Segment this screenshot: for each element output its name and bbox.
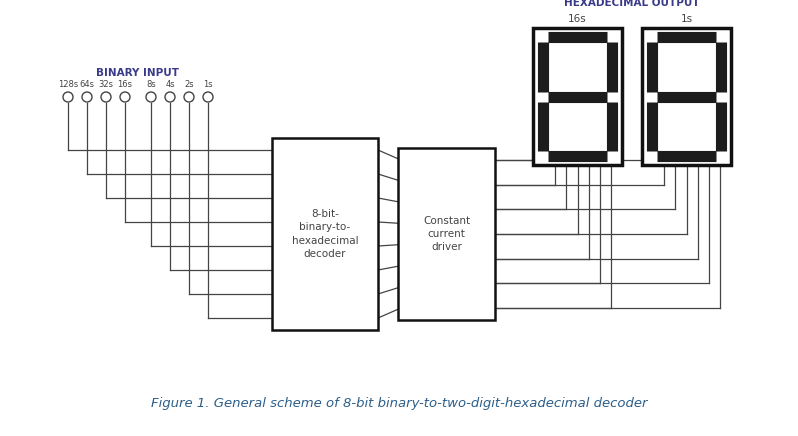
- Text: BINARY INPUT: BINARY INPUT: [97, 68, 180, 78]
- Text: 1s: 1s: [203, 80, 213, 89]
- Text: 1s: 1s: [681, 14, 693, 24]
- Text: Figure 1. General scheme of 8-bit binary-to-two-digit-hexadecimal decoder: Figure 1. General scheme of 8-bit binary…: [151, 397, 647, 410]
- Circle shape: [184, 92, 194, 102]
- Text: 64s: 64s: [80, 80, 94, 89]
- Circle shape: [63, 92, 73, 102]
- Circle shape: [165, 92, 175, 102]
- Text: Constant
current
driver: Constant current driver: [423, 216, 470, 252]
- Bar: [642, 28, 731, 165]
- Text: 128s: 128s: [58, 80, 78, 89]
- Text: 2s: 2s: [184, 80, 194, 89]
- Circle shape: [146, 92, 156, 102]
- Circle shape: [120, 92, 130, 102]
- Text: HEXADECIMAL OUTPUT: HEXADECIMAL OUTPUT: [564, 0, 700, 8]
- Text: 8s: 8s: [146, 80, 156, 89]
- Text: 16s: 16s: [568, 14, 587, 24]
- Circle shape: [82, 92, 92, 102]
- Circle shape: [101, 92, 111, 102]
- Bar: [533, 28, 622, 165]
- Text: 8-bit-
binary-to-
hexadecimal
decoder: 8-bit- binary-to- hexadecimal decoder: [292, 209, 358, 259]
- Circle shape: [203, 92, 213, 102]
- Text: 16s: 16s: [117, 80, 132, 89]
- Bar: [272, 138, 378, 330]
- Text: 4s: 4s: [165, 80, 175, 89]
- Text: 32s: 32s: [98, 80, 113, 89]
- Bar: [398, 148, 495, 320]
